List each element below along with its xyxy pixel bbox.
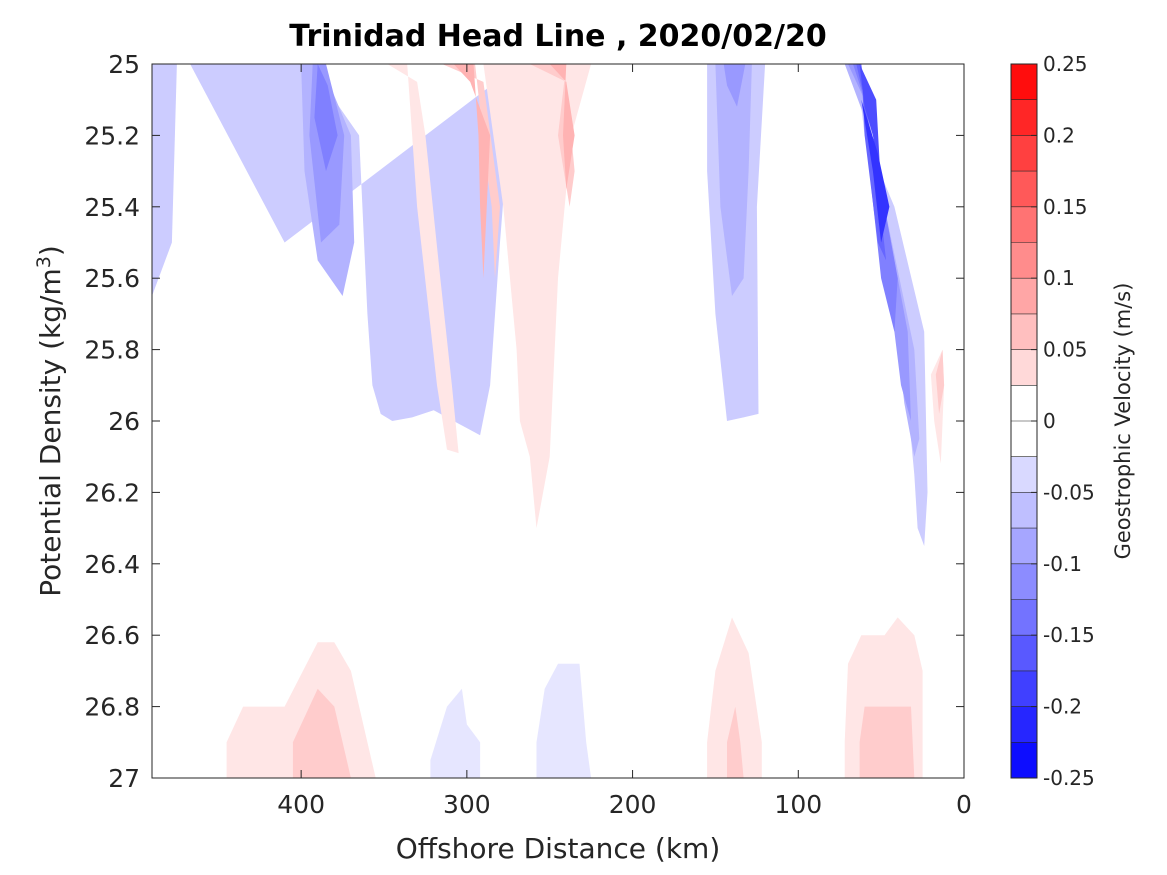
colorbar-bin: [1011, 278, 1037, 315]
y-tick-label: 26.8: [84, 693, 140, 722]
contour-region-ridge-positive-6: [549, 64, 575, 189]
colorbar-bin: [1011, 242, 1037, 279]
contour-region-coastal-negative-jet-7: [861, 99, 890, 243]
colorbar-bin: [1011, 528, 1037, 565]
colorbar-bin: [1011, 135, 1037, 172]
colorbar-bin: [1011, 492, 1037, 529]
colorbar-bin: [1011, 349, 1037, 386]
colorbar-tick-label: 0.2: [1043, 123, 1075, 147]
contour-region-deep-negative-1: [430, 688, 481, 778]
y-tick-label: 26.6: [84, 621, 140, 650]
contour-region-offshore-negative-jet-outer: [190, 64, 539, 436]
contour-region-deep-positive-3-core: [859, 706, 915, 778]
y-tick-label: 25: [108, 50, 140, 79]
colorbar-bin: [1011, 456, 1037, 493]
contour-region-deep-negative-2: [536, 663, 592, 778]
colorbar: 0.25 0.2 0.15 0.1 0.05 0 -0.05 -0.1 -0.15 -0.2 -0.…: [1010, 52, 1095, 790]
y-tick-label: 26: [108, 407, 140, 436]
colorbar-tick-label: 0.1: [1043, 266, 1075, 290]
contour-fills: [152, 64, 945, 778]
contour-region-nearshore-slope-negative-mid: [715, 64, 752, 296]
colorbar-tick-label: -0.15: [1043, 623, 1095, 647]
colorbar-bin: [1011, 635, 1037, 672]
contour-region-ridge-positive-4: [529, 64, 575, 207]
contour-region-coastal-positive-tongue-core: [935, 349, 945, 414]
y-axis-label: Potential Density (kg/m3): [33, 245, 67, 597]
contour-region-ridge-positive-2: [422, 64, 592, 529]
contour-region-ridge-positive-3: [442, 64, 500, 279]
colorbar-bin: [1011, 385, 1037, 422]
y-tick-label: 25.2: [84, 121, 140, 150]
y-tick-label: 26.2: [84, 478, 140, 507]
contour-region-deep-positive-1-core: [292, 688, 351, 778]
contour-region-ridge-positive-5: [453, 64, 491, 279]
colorbar-bin: [1011, 742, 1037, 779]
contour-region-offshore-negative-jet-peak: [314, 64, 338, 172]
colorbar-bin: [1011, 599, 1037, 636]
x-tick-label: 0: [956, 790, 972, 819]
colorbar-bin: [1011, 563, 1037, 600]
y-axis-label-superscript: 3: [33, 256, 55, 268]
y-tick-label: 27: [108, 764, 140, 793]
colorbar-bin: [1011, 670, 1037, 707]
contour-region-far-offshore-negative-edge: [152, 64, 177, 296]
y-tick-label: 26.4: [84, 550, 140, 579]
chart-title: Trinidad Head Line , 2020/02/20: [289, 19, 826, 54]
y-tick-label: 25.4: [84, 193, 140, 222]
colorbar-tick-label: 0.25: [1043, 52, 1088, 76]
colorbar-bin: [1011, 706, 1037, 743]
colorbar-tick-label: -0.25: [1043, 766, 1095, 790]
colorbar-tick-label: 0: [1043, 409, 1056, 433]
y-tick-label: 25.8: [84, 336, 140, 365]
colorbar-tick-label: 0.15: [1043, 195, 1088, 219]
contour-region-ridge-positive-1: [387, 64, 459, 454]
contour-region-coastal-negative-jet-1: [839, 64, 928, 546]
colorbar-tick-label: -0.1: [1043, 552, 1082, 576]
x-tick-label: 400: [277, 790, 325, 819]
x-axis: 400 300 200 100 0: [277, 64, 972, 819]
contour-region-deep-positive-2-core: [727, 706, 744, 778]
colorbar-tick-label: -0.05: [1043, 480, 1095, 504]
y-axis-label-text: Potential Density (kg/m: [34, 268, 67, 597]
y-axis: 25 25.2 25.4 25.6 25.8 26 26.2 26.4 26.6 26.8 27: [84, 50, 964, 793]
contour-region-deep-positive-2: [707, 617, 762, 778]
colorbar-bin: [1011, 64, 1037, 100]
x-axis-label: Offshore Distance (km): [396, 832, 721, 865]
y-tick-label: 25.6: [84, 264, 140, 293]
colorbar-bin: [1011, 171, 1037, 208]
contour-region-coastal-negative-jet-6: [859, 64, 882, 189]
colorbar-bin: [1011, 99, 1037, 136]
colorbar-bin: [1011, 421, 1037, 457]
y-axis-label-close: ): [34, 245, 67, 256]
contour-region-nearshore-slope-negative-core: [723, 64, 746, 107]
x-tick-label: 300: [443, 790, 491, 819]
colorbar-label: Geostrophic Velocity (m/s): [1111, 283, 1135, 560]
colorbar-bin: [1011, 206, 1037, 243]
x-tick-label: 200: [609, 790, 657, 819]
colorbar-tick-label: 0.05: [1043, 338, 1088, 362]
contour-region-coastal-negative-jet-3: [848, 64, 911, 421]
colorbar-tick-label: -0.2: [1043, 695, 1082, 719]
x-tick-label: 100: [774, 790, 822, 819]
colorbar-bin: [1011, 313, 1037, 350]
